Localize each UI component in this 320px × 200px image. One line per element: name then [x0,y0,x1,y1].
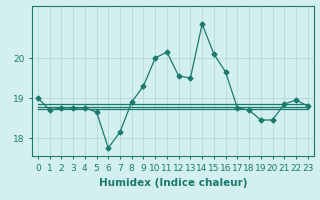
X-axis label: Humidex (Indice chaleur): Humidex (Indice chaleur) [99,178,247,188]
